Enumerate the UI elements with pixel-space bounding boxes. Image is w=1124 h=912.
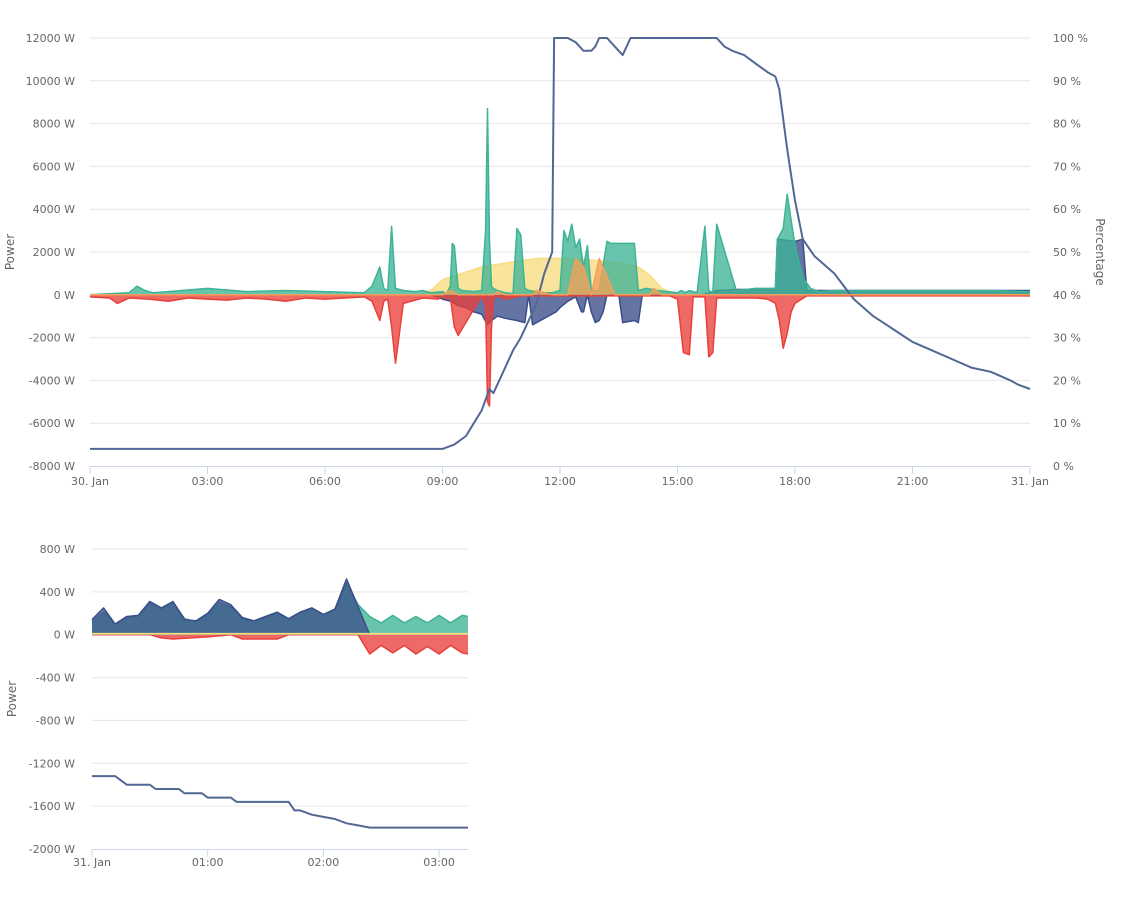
y-tick-label: -1200 W [29,757,75,770]
y2-tick-label: 100 % [1053,32,1088,45]
y2-axis-title: Percentage [1093,218,1107,286]
energy-day-chart: 30. Jan 03:00 06:00 09:00 12:00 15:00 18:00 21:… [3,32,1107,488]
y2-tick-label: 50 % [1053,246,1081,259]
y-tick-label: 4000 W [33,203,75,216]
y2-tick-label: 20 % [1053,374,1081,387]
y2-tick-label: 0 % [1053,460,1074,473]
y-tick-label: 0 W [54,289,75,302]
area-series-2 [90,294,1030,407]
y2-tick-label: 60 % [1053,203,1081,216]
x-tick-label: 30. Jan [71,475,109,488]
x-tick-label: 03:00 [192,475,224,488]
area-series-outline-5 [90,257,1030,296]
x-tick-label: 31. Jan [1011,475,1049,488]
line-series-4 [90,37,1031,450]
y-tick-label: -400 W [36,672,75,685]
y-tick-label: -4000 W [29,374,75,387]
y-tick-label: 12000 W [26,32,75,45]
area-series-0 [90,258,1030,295]
x-tick-label: 01:00 [192,856,224,869]
area-series-2 [92,579,370,635]
y-tick-label: 8000 W [33,118,75,131]
y-tick-label: 400 W [40,586,75,599]
y-tick-label: 6000 W [33,160,75,173]
y-tick-label: 800 W [40,543,75,556]
x-tick-label: 21:00 [897,475,929,488]
y-tick-label: -2000 W [29,332,75,345]
energy-night-chart: 31. Jan 01:00 02:00 03:00 -2000 W -1600 W -120… [5,543,469,869]
area-series-outline-2 [91,578,371,635]
y2-tick-label: 90 % [1053,75,1081,88]
x-tick-label: 18:00 [779,475,811,488]
y2-tick-label: 30 % [1053,332,1081,345]
x-tick-label: 09:00 [427,475,459,488]
x-tick-label: 02:00 [308,856,340,869]
area-series-0 [92,634,468,654]
y-tick-label: 2000 W [33,246,75,259]
y-tick-label: 10000 W [26,75,75,88]
area-series-outline-2 [89,295,1030,407]
line-series-4 [92,775,468,829]
y2-tick-label: 80 % [1053,118,1081,131]
x-tick-label: 12:00 [544,475,576,488]
y-tick-label: 0 W [54,629,75,642]
x-tick-label: 03:00 [423,856,455,869]
x-tick-label: 15:00 [662,475,694,488]
y-tick-label: -8000 W [29,460,75,473]
x-tick-label: 06:00 [309,475,341,488]
y2-tick-label: 40 % [1053,289,1081,302]
y-axis-title: Power [3,234,17,270]
y-tick-label: -2000 W [29,843,75,856]
y-tick-label: -6000 W [29,417,75,430]
y2-tick-label: 10 % [1053,417,1081,430]
x-tick-label: 31. Jan [73,856,111,869]
y-tick-label: -1600 W [29,800,75,813]
y-tick-label: -800 W [36,714,75,727]
y2-tick-label: 70 % [1053,160,1081,173]
y-axis-title: Power [5,681,19,717]
